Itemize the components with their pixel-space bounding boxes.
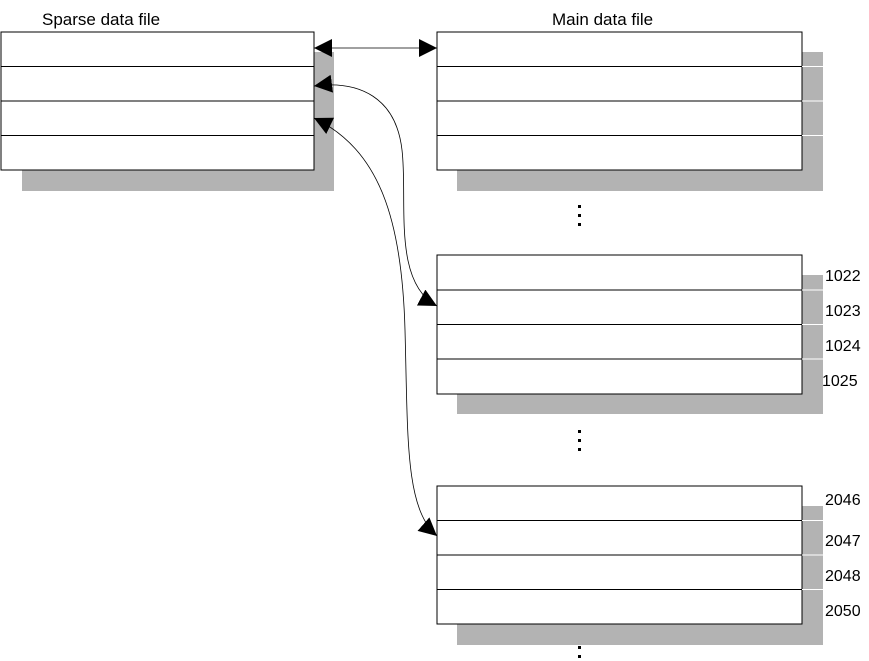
vertical-ellipsis-icon bbox=[578, 205, 581, 226]
vertical-ellipsis-icon bbox=[578, 646, 581, 658]
row-number-label: 2048 bbox=[825, 568, 861, 585]
row-number-label: 2047 bbox=[825, 533, 861, 550]
curved-arrow-row-3-to-2046 bbox=[313, 117, 438, 537]
row-number-label: 2046 bbox=[825, 492, 861, 509]
row-number-label: 1025 bbox=[822, 373, 858, 390]
main-block-3: 2046 2047 2048 2050 bbox=[436, 485, 861, 645]
sparse-data-file: Sparse data file bbox=[0, 10, 334, 191]
row-number-label: 1023 bbox=[825, 303, 861, 320]
main-file-title: Main data file bbox=[552, 10, 653, 29]
row-number-label: 2050 bbox=[825, 603, 861, 620]
vertical-ellipsis-icon bbox=[578, 430, 581, 451]
row-number-label: 1024 bbox=[825, 338, 861, 355]
sparse-file-title: Sparse data file bbox=[42, 10, 160, 29]
main-block-2: 1022 1023 1024 1025 bbox=[436, 254, 861, 414]
main-block-1 bbox=[436, 31, 823, 191]
row-number-label: 1022 bbox=[825, 268, 861, 285]
